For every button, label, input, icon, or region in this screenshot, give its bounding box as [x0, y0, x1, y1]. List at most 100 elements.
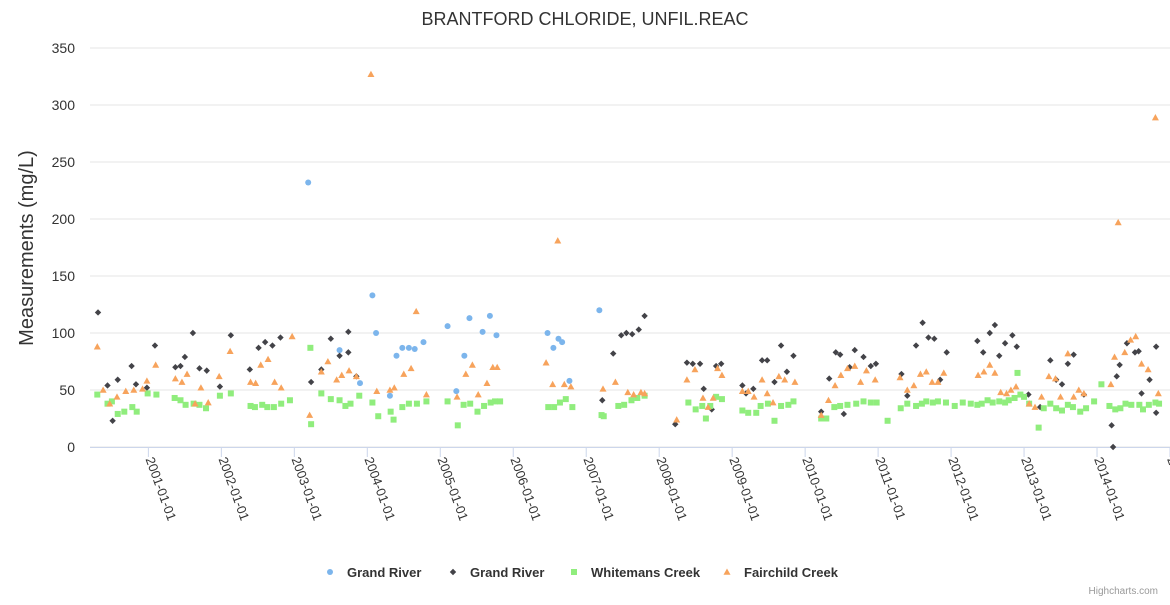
data-point[interactable]: [390, 384, 398, 391]
data-point[interactable]: [203, 405, 210, 412]
data-point[interactable]: [189, 329, 197, 337]
data-point[interactable]: [407, 364, 415, 372]
data-point[interactable]: [628, 330, 636, 338]
credits-link[interactable]: Highcharts.com: [1089, 586, 1158, 597]
data-point[interactable]: [683, 359, 691, 366]
data-point[interactable]: [860, 353, 867, 361]
data-point[interactable]: [718, 360, 725, 367]
data-point[interactable]: [1091, 398, 1098, 405]
data-point[interactable]: [122, 387, 130, 394]
data-point[interactable]: [288, 332, 296, 340]
data-point[interactable]: [139, 385, 147, 392]
data-point[interactable]: [763, 357, 771, 364]
data-point[interactable]: [1012, 383, 1020, 390]
data-point[interactable]: [744, 387, 752, 394]
data-point[interactable]: [832, 349, 839, 356]
data-point[interactable]: [840, 410, 848, 418]
data-point[interactable]: [860, 398, 867, 405]
data-point[interactable]: [641, 312, 648, 320]
data-point[interactable]: [460, 401, 467, 408]
data-point[interactable]: [757, 402, 764, 409]
data-point[interactable]: [153, 391, 160, 398]
data-point[interactable]: [1025, 400, 1033, 407]
data-point[interactable]: [466, 315, 473, 322]
data-point[interactable]: [1064, 360, 1072, 367]
data-point[interactable]: [873, 399, 880, 406]
data-point[interactable]: [247, 378, 255, 385]
data-point[interactable]: [867, 362, 875, 370]
data-point[interactable]: [286, 397, 293, 404]
data-point[interactable]: [129, 404, 136, 411]
data-point[interactable]: [271, 378, 279, 385]
data-point[interactable]: [1111, 353, 1119, 360]
data-point[interactable]: [1138, 390, 1145, 397]
data-point[interactable]: [984, 397, 991, 404]
data-point[interactable]: [567, 383, 575, 390]
data-point[interactable]: [1001, 340, 1009, 347]
data-point[interactable]: [196, 401, 203, 408]
data-point[interactable]: [318, 390, 325, 397]
data-point[interactable]: [871, 376, 879, 383]
data-point[interactable]: [367, 70, 375, 78]
data-point[interactable]: [453, 388, 460, 395]
data-point[interactable]: [270, 404, 277, 411]
data-point[interactable]: [1140, 406, 1146, 413]
data-point[interactable]: [486, 312, 493, 319]
data-point[interactable]: [178, 378, 186, 385]
data-point[interactable]: [204, 399, 212, 406]
data-point[interactable]: [758, 357, 766, 364]
data-point[interactable]: [307, 344, 314, 351]
data-point[interactable]: [923, 398, 930, 405]
data-point[interactable]: [685, 399, 692, 406]
data-point[interactable]: [99, 386, 107, 393]
data-point[interactable]: [152, 361, 160, 368]
data-point[interactable]: [569, 404, 576, 411]
data-point[interactable]: [474, 391, 482, 398]
data-point[interactable]: [777, 342, 785, 349]
data-point[interactable]: [474, 408, 481, 415]
data-point[interactable]: [106, 400, 114, 407]
data-point[interactable]: [252, 379, 260, 386]
data-point[interactable]: [897, 405, 904, 412]
data-point[interactable]: [718, 371, 726, 378]
data-point[interactable]: [191, 400, 199, 407]
data-point[interactable]: [1136, 401, 1143, 408]
data-point[interactable]: [400, 370, 408, 377]
data-point[interactable]: [929, 399, 936, 406]
data-point[interactable]: [824, 396, 832, 404]
data-point[interactable]: [1121, 348, 1129, 356]
data-point[interactable]: [791, 378, 799, 385]
data-point[interactable]: [269, 342, 276, 349]
data-point[interactable]: [989, 399, 996, 406]
data-point[interactable]: [347, 400, 354, 407]
legend-symbol[interactable]: [449, 568, 457, 576]
data-point[interactable]: [599, 397, 606, 404]
data-point[interactable]: [713, 393, 720, 400]
data-point[interactable]: [1132, 332, 1140, 340]
data-point[interactable]: [390, 416, 397, 423]
data-point[interactable]: [1064, 401, 1071, 408]
data-point[interactable]: [94, 309, 102, 316]
data-point[interactable]: [453, 393, 461, 400]
data-point[interactable]: [413, 400, 420, 407]
data-point[interactable]: [327, 335, 335, 342]
data-point[interactable]: [745, 409, 752, 416]
data-point[interactable]: [600, 413, 607, 420]
data-point[interactable]: [352, 372, 360, 380]
data-point[interactable]: [182, 401, 189, 408]
data-point[interactable]: [542, 359, 550, 366]
data-point[interactable]: [903, 386, 911, 393]
data-point[interactable]: [974, 337, 981, 345]
data-point[interactable]: [1014, 369, 1021, 376]
data-point[interactable]: [615, 402, 622, 409]
data-point[interactable]: [556, 399, 563, 406]
data-point[interactable]: [559, 339, 566, 346]
data-point[interactable]: [610, 350, 617, 357]
legend-item[interactable]: Whitemans Creek: [571, 565, 701, 580]
data-point[interactable]: [181, 353, 189, 361]
data-point[interactable]: [718, 396, 725, 403]
data-point[interactable]: [342, 402, 349, 409]
data-point[interactable]: [623, 329, 630, 337]
data-point[interactable]: [387, 408, 394, 415]
data-point[interactable]: [1154, 389, 1162, 397]
